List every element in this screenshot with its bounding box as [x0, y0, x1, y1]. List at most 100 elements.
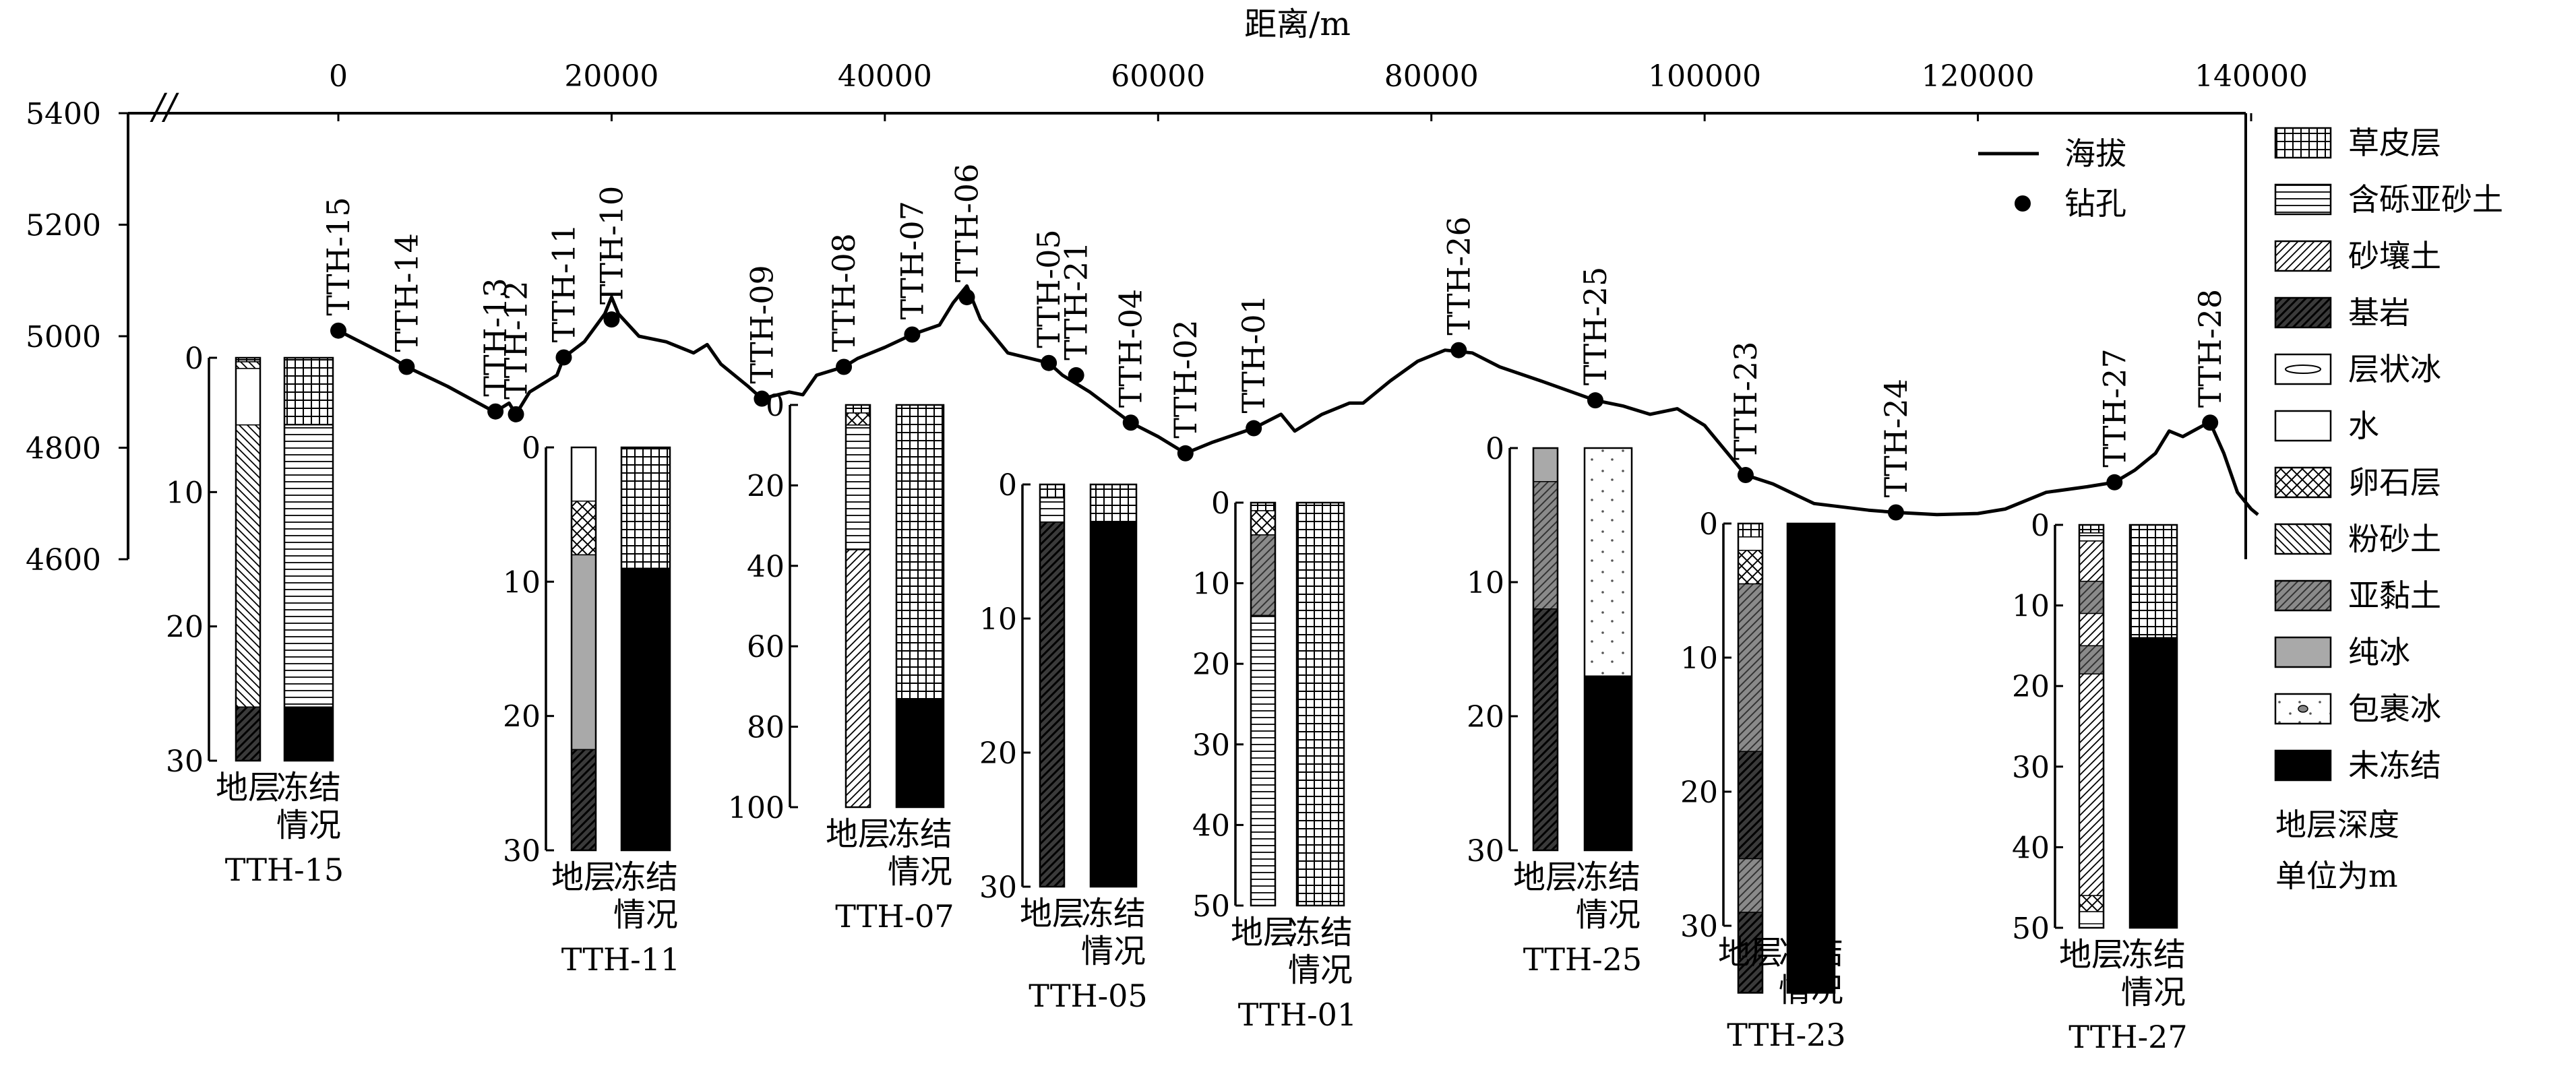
strata-segment-gravel_sandy_loam	[1039, 497, 1065, 523]
depth-tick-label: 30	[503, 834, 541, 868]
frozen-segment-unfrozen	[284, 706, 334, 761]
strata-segment-grass	[1738, 523, 1763, 538]
legend: 草皮层含砾亚砂土砂壤土基岩层状冰水卵石层粉砂土亚黏土纯冰包裹冰未冻结地层深度单位…	[2274, 125, 2503, 894]
depth-tick-label: 20	[747, 469, 785, 503]
strata-segment-water	[235, 368, 261, 426]
frozen-segment-unfrozen	[2129, 637, 2178, 928]
column-title: TTH-25	[1523, 941, 1642, 978]
legend-material-label: 粉砂土	[2348, 521, 2441, 557]
strata-column-outline	[235, 356, 262, 762]
column-title: TTH-11	[561, 941, 680, 978]
frozen-column-label-line2: 情况	[613, 896, 678, 934]
strata-segment-clay	[1738, 858, 1763, 913]
frozen-column-label-line2: 情况	[888, 853, 952, 891]
strata-segment-cobble	[2079, 895, 2104, 912]
frozen-segment-grass	[1296, 502, 1345, 906]
borehole-point	[508, 406, 524, 422]
frozen-column-label-line2: 情况	[2121, 974, 2186, 1011]
borehole-point	[1122, 414, 1139, 431]
depth-tick-label: 20	[166, 610, 204, 645]
column-title: TTH-15	[225, 852, 344, 888]
y-tick-label: 4800	[26, 432, 101, 466]
strata-column-label: 地层	[1718, 934, 1783, 972]
borehole-label: TTH-23	[1727, 342, 1764, 460]
frozen-column-label-line2: 情况	[1288, 951, 1353, 989]
depth-tick-label: 30	[166, 745, 204, 779]
strata-segment-clay	[1250, 534, 1276, 617]
column-title: TTH-01	[1238, 997, 1357, 1033]
legend-swatch-grass	[2274, 127, 2332, 159]
borehole-point	[1587, 392, 1603, 409]
frozen-segment-gravel_sandy_loam	[284, 424, 334, 708]
frozen-column-label-line1: 冻结	[1288, 914, 1353, 951]
borehole-label: TTH-11	[545, 224, 582, 342]
strata-segment-bedrock	[1738, 751, 1763, 860]
frozen-column-label-line1: 冻结	[888, 815, 952, 853]
borehole-point	[555, 349, 572, 366]
strata-segment-cobble	[845, 412, 871, 426]
legend-material-label: 卵石层	[2348, 464, 2441, 501]
legend-swatch-clay	[2274, 579, 2332, 612]
strata-segment-clay	[2079, 580, 2104, 614]
strata-segment-bedrock	[571, 749, 596, 851]
borehole-point	[398, 358, 415, 375]
depth-tick-label: 30	[979, 871, 1017, 905]
depth-tick-label: 0	[522, 431, 541, 466]
legend-swatch-pure_ice	[2274, 636, 2332, 668]
legend-swatch-silt	[2274, 523, 2332, 555]
borehole-point	[1887, 504, 1904, 521]
depth-tick-label: 10	[1192, 567, 1230, 602]
x-tick-label: 120000	[1922, 59, 2035, 94]
borehole-label: TTH-12	[498, 280, 534, 399]
frozen-column-outline	[895, 404, 945, 809]
strata-column-label: 地层	[1231, 914, 1295, 951]
borehole-point	[2202, 414, 2219, 431]
depth-tick-label: 10	[1680, 641, 1718, 676]
strata-segment-sandy_loam	[2079, 673, 2104, 896]
strata-segment-grass	[2079, 524, 2104, 534]
legend-point-swatch	[2015, 195, 2031, 212]
legend-material-label: 基岩	[2348, 294, 2410, 331]
strata-segment-grass	[1039, 484, 1065, 499]
strata-segment-gravel_sandy_loam	[845, 424, 871, 550]
strata-segment-gravel_sandy_loam	[1250, 614, 1276, 906]
strata-segment-clay	[1533, 481, 1558, 610]
layered-ice-symbol	[2285, 365, 2321, 374]
strata-segment-cobble	[1738, 550, 1763, 585]
x-axis-title: 距离/m	[1244, 5, 1351, 43]
depth-tick-label: 80	[747, 711, 785, 745]
frozen-column-label-line2: 情况	[1576, 896, 1640, 934]
depth-tick-label: 60	[747, 630, 785, 664]
strata-segment-pure_ice	[571, 554, 596, 751]
strata-segment-sandy_loam	[845, 549, 871, 808]
frozen-segment-grass	[621, 447, 671, 569]
depth-tick-label: 40	[1192, 809, 1230, 843]
legend-note-line1: 地层深度	[2275, 807, 2399, 843]
legend-point-label: 钻孔	[2064, 185, 2126, 222]
x-tick-label: 20000	[564, 59, 658, 94]
strata-segment-silt	[235, 361, 261, 369]
depth-tick-label: 100	[728, 791, 785, 825]
legend-material-label: 纯冰	[2348, 634, 2410, 670]
strata-segment-sandy_loam	[2079, 540, 2104, 582]
frozen-column-label-line1: 冻结	[276, 769, 341, 807]
borehole-label: TTH-27	[2096, 348, 2133, 467]
frozen-segment-grass	[284, 357, 334, 426]
borehole-point	[2106, 474, 2123, 491]
strata-segment-bedrock	[235, 706, 261, 761]
strata-column-label: 地层	[551, 858, 616, 896]
depth-tick-label: 20	[1680, 776, 1718, 810]
borehole-point	[1737, 467, 1754, 484]
borehole-point	[1068, 367, 1084, 383]
strata-column-outline	[1737, 522, 1764, 994]
x-tick-label: 60000	[1111, 59, 1205, 94]
depth-tick-label: 30	[2012, 751, 2050, 785]
depth-tick-label: 10	[1467, 566, 1504, 600]
borehole-point	[1450, 342, 1467, 358]
strata-column-outline	[1250, 501, 1277, 907]
legend-swatch-bedrock	[2274, 296, 2332, 329]
frozen-column-outline	[1583, 447, 1633, 852]
